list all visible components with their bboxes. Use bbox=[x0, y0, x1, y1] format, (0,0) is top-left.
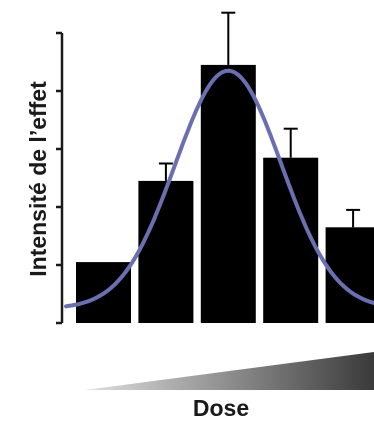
y-axis bbox=[56, 31, 64, 325]
error-bars bbox=[158, 11, 361, 228]
bar-2 bbox=[138, 180, 194, 323]
fit-curve bbox=[64, 68, 374, 309]
x-axis-label: Dose bbox=[193, 395, 249, 421]
dose-wedge bbox=[85, 352, 374, 390]
fit-curve-layer bbox=[64, 68, 374, 309]
bar-3 bbox=[200, 64, 256, 324]
bar-series bbox=[76, 64, 374, 324]
y-axis-label: Intensité de l’effet bbox=[25, 81, 51, 277]
